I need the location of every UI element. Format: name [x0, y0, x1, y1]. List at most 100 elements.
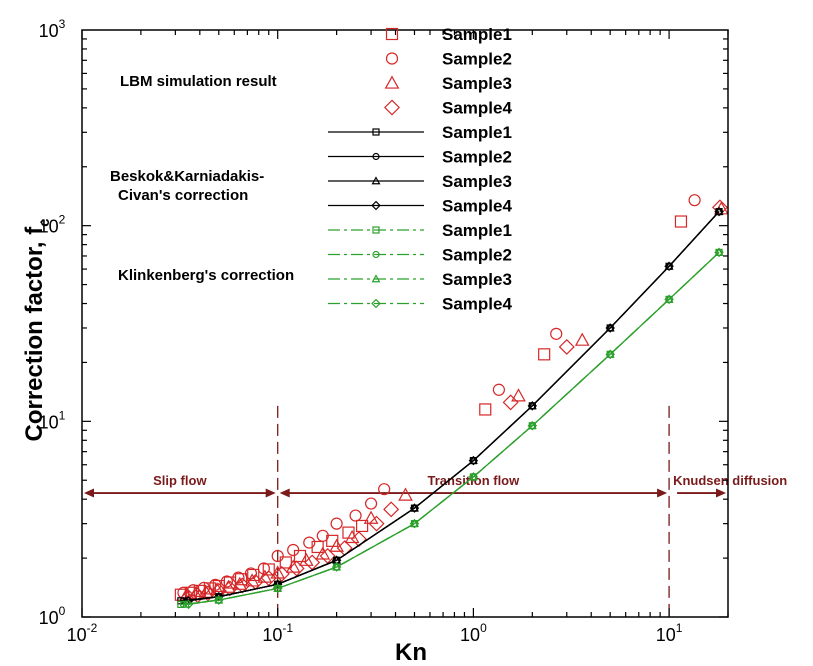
legend-label: Sample3 [442, 270, 512, 289]
data-point [468, 455, 478, 464]
legend-label: Sample4 [442, 295, 512, 314]
data-point [273, 565, 290, 582]
data-point [279, 556, 292, 569]
series-sample4 [183, 206, 724, 606]
legend-entry: Sample1 [328, 123, 512, 142]
data-point [714, 247, 724, 258]
legend-entry: Sample2 [328, 148, 512, 167]
y-tick-exponent: 0 [59, 604, 66, 618]
legend-marker [385, 27, 399, 41]
data-point [674, 215, 688, 228]
data-point [183, 599, 194, 610]
data-point [262, 563, 275, 576]
data-point [234, 573, 248, 586]
legend-marker [372, 128, 380, 136]
legend-group-label-beskok-line1: Beskok&Karniadakis- [110, 168, 264, 185]
data-point [410, 503, 419, 512]
y-axis-title: Correction factor, fc [21, 218, 53, 441]
data-point [344, 529, 360, 544]
data-point [409, 518, 420, 529]
data-point [330, 517, 343, 530]
x-tick-label: 101 [656, 621, 683, 645]
y-tick-label: 101 [39, 408, 66, 432]
data-point [538, 348, 551, 361]
y-axis-title-subscript: c [36, 218, 53, 226]
legend-label: Sample2 [442, 148, 512, 167]
data-point [368, 515, 385, 532]
x-tick-label: 100 [460, 621, 487, 645]
data-point [664, 261, 674, 272]
legend-entry: Sample1 [328, 221, 512, 240]
data-point [247, 568, 260, 582]
x-tick-base: 10 [460, 625, 480, 645]
series-sample4 [183, 247, 724, 610]
data-point [260, 570, 277, 587]
legend-label: Sample1 [442, 123, 512, 142]
data-point [714, 206, 724, 215]
data-point [711, 199, 728, 216]
data-point [664, 294, 674, 305]
legend-entry: Sample1 [385, 25, 512, 44]
legend-entry: Sample4 [328, 295, 512, 314]
data-point [221, 580, 238, 597]
y-tick-base: 10 [39, 21, 59, 41]
plot-frame [81, 29, 729, 618]
legend-marker [384, 75, 400, 89]
data-point [319, 548, 336, 564]
data-point [527, 401, 538, 411]
x-tick-label: 10-2 [67, 621, 98, 645]
data-series [174, 194, 729, 610]
data-point [468, 472, 479, 482]
y-tick-exponent: 3 [59, 17, 66, 31]
series-sample2 [177, 194, 701, 599]
data-point [209, 578, 222, 591]
data-point [272, 583, 283, 594]
data-point [714, 206, 724, 217]
y-tick-base: 10 [39, 412, 59, 432]
data-point [271, 549, 284, 563]
data-point [527, 401, 537, 410]
y-axis-title-main: Correction factor, f [21, 226, 48, 442]
y-tick-base: 10 [39, 608, 59, 628]
x-axis-title: Kn [395, 639, 427, 666]
y-tick-base: 10 [39, 217, 59, 237]
data-point [550, 327, 563, 340]
data-point [410, 518, 419, 528]
y-tick-label: 103 [39, 17, 66, 41]
legend-entry: Sample2 [385, 50, 512, 69]
legend-label: Sample1 [442, 221, 512, 240]
data-point [288, 560, 305, 577]
data-point [383, 501, 400, 518]
data-point [363, 510, 379, 524]
legend-marker [372, 250, 380, 259]
legend-marker [371, 298, 381, 309]
data-point [479, 403, 492, 416]
legend-entry: Sample3 [328, 172, 512, 191]
data-point [303, 536, 316, 549]
series-line [188, 251, 720, 606]
y-tick-label: 102 [39, 213, 66, 237]
x-tick-base: 10 [656, 625, 676, 645]
data-point [220, 575, 233, 588]
data-point [350, 531, 367, 548]
regime-arrowhead-left [279, 488, 290, 498]
data-point [605, 323, 615, 333]
data-point [234, 577, 251, 594]
data-point [214, 595, 224, 605]
data-point [527, 420, 538, 431]
data-point [364, 497, 378, 510]
data-point [287, 543, 300, 557]
data-point [574, 332, 590, 346]
legend-marker [372, 152, 380, 161]
data-point [511, 388, 526, 402]
legend-entry: Sample2 [328, 246, 512, 265]
legend-marker [385, 52, 399, 65]
regime-label: Knudsen diffusion [673, 473, 787, 488]
legend-marker [371, 176, 381, 185]
legend-label: Sample4 [442, 99, 512, 118]
legend-label: Sample2 [442, 246, 512, 265]
regime-arrowhead-left [84, 488, 94, 498]
legend-label: Sample3 [442, 74, 512, 93]
y-tick-exponent: 1 [59, 408, 66, 422]
regime-arrowhead-right [657, 488, 668, 498]
